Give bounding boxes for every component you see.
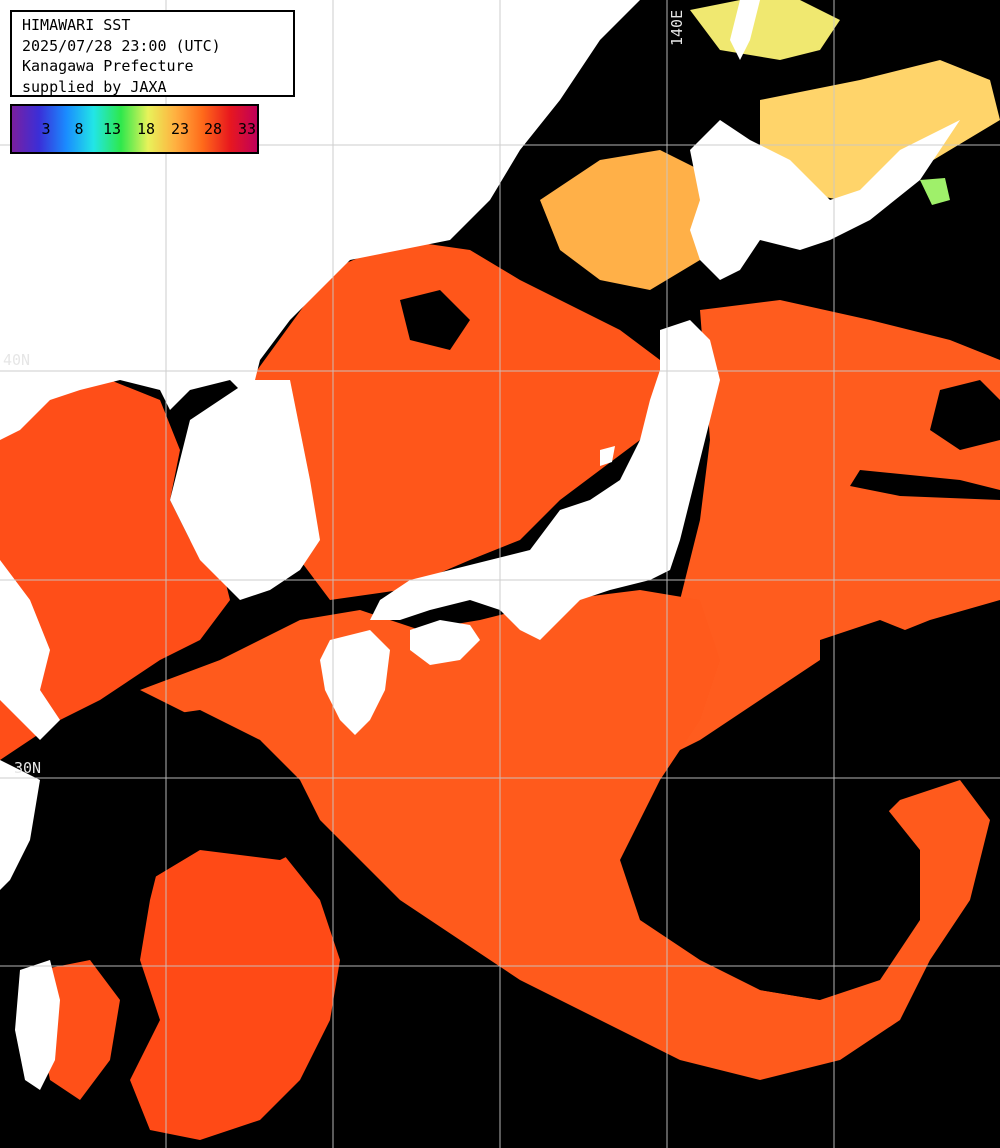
lat-label-40n: 40N (3, 351, 31, 369)
land-honshu (370, 320, 720, 640)
land-taiwan (15, 960, 60, 1090)
legend-tick: 18 (136, 120, 156, 138)
cloud-pacific-patch (820, 620, 930, 690)
sea-okhotsk-cool (760, 60, 1000, 200)
land-kyushu (320, 630, 390, 735)
cloud-japan-sea-north (400, 290, 470, 350)
legend-tick: 28 (203, 120, 223, 138)
lon-label-140e: 140E (668, 9, 686, 46)
land-hokkaido (690, 120, 960, 280)
land-sado (600, 446, 615, 466)
land-china-coast (0, 560, 60, 740)
timestamp: 2025/07/28 23:00 (UTC) (22, 36, 221, 55)
sea-pacific-east (640, 300, 1000, 760)
legend-tick: 8 (74, 120, 84, 138)
sea-far-north-cool (690, 0, 840, 60)
cloud-northeast (930, 380, 1000, 450)
data-credit: supplied by JAXA (22, 77, 167, 96)
product-title: HIMAWARI SST (22, 16, 131, 34)
sea-yellow-sea (0, 380, 230, 760)
sea-philippine-southwest (130, 840, 340, 1140)
legend-tick: 3 (41, 120, 51, 138)
land-korea (170, 380, 320, 600)
cloud-layer (20, 290, 1000, 1000)
legend-tick: 33 (237, 120, 257, 138)
legend-tick: 23 (170, 120, 190, 138)
land-shikoku (410, 620, 480, 665)
land-small-island (400, 128, 428, 160)
sea-taiwan-strait (40, 960, 120, 1100)
sea-green-patch (920, 178, 950, 205)
temperature-color-scale: 3 8 13 18 23 28 33 (10, 104, 259, 154)
region-name: Kanagawa Prefecture (22, 57, 194, 75)
typhoon-cloud (690, 780, 920, 1000)
land-china-south (0, 760, 40, 890)
title-box: HIMAWARI SST 2025/07/28 23:00 (UTC) Kana… (10, 10, 295, 97)
cloud-east-band (850, 470, 1000, 500)
land-sakhalin (730, 0, 760, 60)
sea-japan-sea (250, 240, 665, 600)
cloud-southwest (20, 710, 320, 960)
lat-label-30n: 30N (14, 759, 42, 777)
legend-tick: 13 (102, 120, 122, 138)
sea-north-cool (540, 150, 720, 290)
